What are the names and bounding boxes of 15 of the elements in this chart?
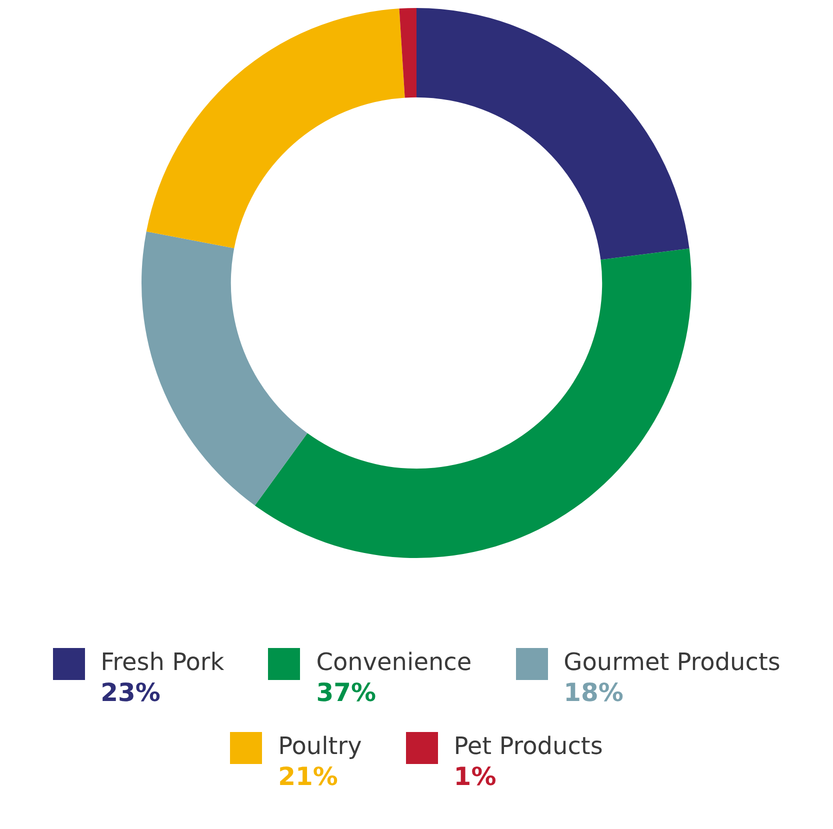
data-label: 37% — [316, 678, 378, 708]
data-label: 1% — [454, 762, 498, 792]
donut-slice — [146, 8, 405, 248]
donut-slice — [142, 231, 308, 506]
donut-slice — [416, 8, 690, 260]
data-label: 23% — [100, 678, 162, 708]
legend-label: Convenience — [316, 647, 472, 678]
data-label: 21% — [278, 762, 339, 792]
legend-label: Gourmet Products — [564, 647, 780, 678]
data-label: 18% — [564, 678, 624, 708]
legend-label: Pet Products — [454, 731, 603, 762]
donut-slice — [399, 8, 416, 98]
donut-slice — [254, 248, 692, 558]
legend-label: Fresh Pork — [100, 647, 224, 678]
legend-label: Poultry — [278, 731, 362, 762]
